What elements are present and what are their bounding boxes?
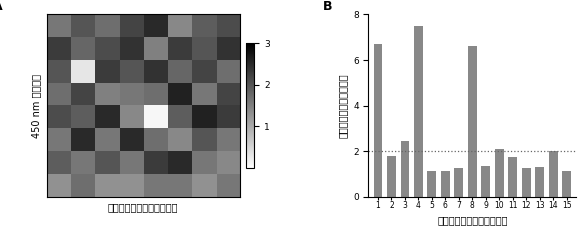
Bar: [562, 171, 571, 197]
Text: B: B: [323, 0, 332, 13]
Bar: [468, 46, 477, 197]
Bar: [481, 166, 490, 197]
Bar: [387, 156, 396, 197]
Bar: [441, 171, 450, 197]
Bar: [400, 141, 409, 197]
Bar: [509, 157, 517, 197]
Bar: [522, 168, 531, 197]
X-axis label: 第三轮筛选后的单个噬菌体: 第三轮筛选后的单个噬菌体: [108, 202, 179, 212]
Bar: [495, 149, 503, 197]
Bar: [549, 151, 558, 197]
X-axis label: 第三轮筛选后的单个噬菌体: 第三轮筛选后的单个噬菌体: [437, 216, 508, 226]
Bar: [414, 26, 423, 197]
Bar: [374, 44, 382, 197]
Bar: [428, 171, 436, 197]
Y-axis label: 450 nm 吸光度值: 450 nm 吸光度值: [31, 74, 41, 138]
Text: A: A: [0, 0, 2, 13]
Bar: [535, 167, 544, 197]
Bar: [455, 168, 463, 197]
Y-axis label: 与空白对照的吸光度比值: 与空白对照的吸光度比值: [338, 73, 347, 138]
